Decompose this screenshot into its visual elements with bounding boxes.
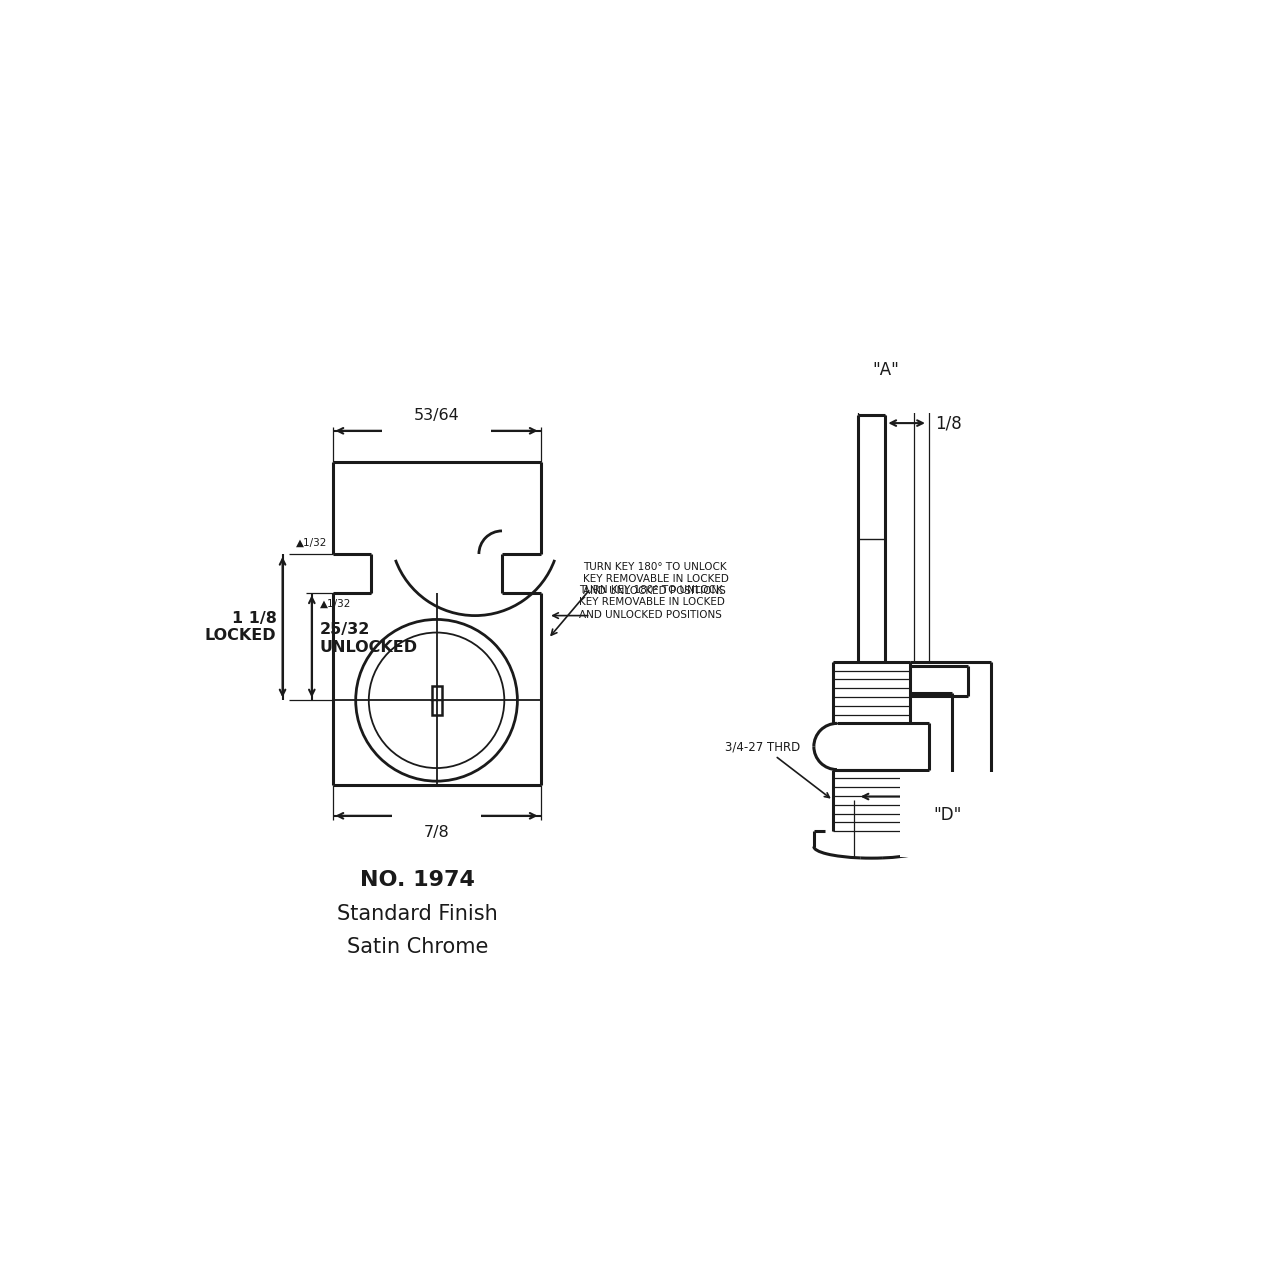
Text: TURN KEY 180° TO UNLOCK
KEY REMOVABLE IN LOCKED
AND UNLOCKED POSITIONS: TURN KEY 180° TO UNLOCK KEY REMOVABLE IN… xyxy=(579,585,724,620)
Text: ▲1/32: ▲1/32 xyxy=(320,599,351,609)
Text: 1 1/8
LOCKED: 1 1/8 LOCKED xyxy=(205,611,276,644)
Text: "A": "A" xyxy=(873,361,900,379)
Text: 25/32
UNLOCKED: 25/32 UNLOCKED xyxy=(320,622,417,655)
Text: 53/64: 53/64 xyxy=(413,408,460,424)
Text: "D": "D" xyxy=(933,806,961,824)
Text: 7/8: 7/8 xyxy=(424,826,449,840)
Text: 3/4-27 THRD: 3/4-27 THRD xyxy=(726,740,829,797)
Text: Satin Chrome: Satin Chrome xyxy=(347,937,488,957)
Bar xyxy=(431,686,442,716)
Text: NO. 1974: NO. 1974 xyxy=(360,869,475,890)
Text: ▲1/32: ▲1/32 xyxy=(297,538,328,548)
Text: 1/8: 1/8 xyxy=(936,415,963,433)
Text: Standard Finish: Standard Finish xyxy=(337,905,498,924)
Text: "A": "A" xyxy=(881,362,906,376)
Text: TURN KEY 180° TO UNLOCK
KEY REMOVABLE IN LOCKED
AND UNLOCKED POSITIONS: TURN KEY 180° TO UNLOCK KEY REMOVABLE IN… xyxy=(582,562,728,596)
